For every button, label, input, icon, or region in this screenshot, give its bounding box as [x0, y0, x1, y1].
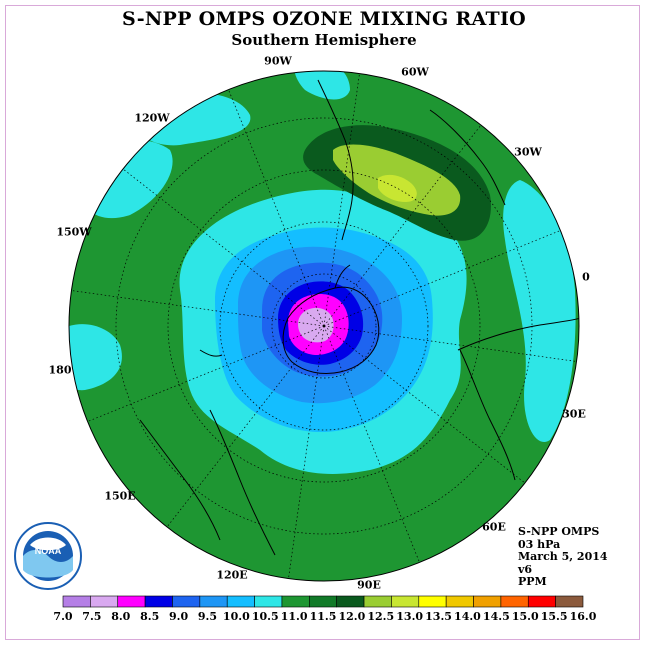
longitude-label: 60E [482, 520, 506, 534]
meridian-line [118, 165, 325, 327]
meridian-line [323, 120, 485, 327]
longitude-label: 30E [562, 407, 586, 421]
colorbar-swatch [445, 595, 474, 608]
info-instrument: S-NPP OMPS [518, 525, 600, 538]
contour-11-0-topright [294, 71, 350, 100]
colorbar-swatch [500, 595, 529, 608]
colorbar-swatch [172, 595, 201, 608]
colorbar-tick-label: 13.0 [396, 610, 424, 623]
colorbar-tick-label: 9.0 [168, 610, 189, 623]
meridian-line [163, 325, 325, 532]
colorbar-swatch [62, 595, 91, 608]
colorbar-swatch [117, 595, 146, 608]
longitude-label: 90E [357, 578, 381, 592]
colorbar-swatch [391, 595, 420, 608]
colorbar-swatch [473, 595, 502, 608]
meridian-line [323, 228, 566, 327]
contour-13-0 [378, 174, 417, 202]
colorbar-swatch [144, 595, 173, 608]
meridian-line [323, 325, 422, 568]
colorbar-tick-label: 7.5 [82, 610, 102, 623]
info-version: v6 [518, 562, 533, 576]
longitude-label: 60W [401, 65, 429, 79]
colorbar-tick-label: 14.5 [482, 610, 510, 623]
noaa-logo [14, 522, 82, 590]
info-units: PPM [518, 575, 547, 588]
globe-outline [68, 70, 580, 582]
map-title: S-NPP OMPS OZONE MIXING RATIO [121, 8, 527, 30]
info-panel: S-NPP OMPS 03 hPa March 5, 2014 v6 PPM [518, 525, 608, 589]
colorbar-swatch [281, 595, 310, 608]
info-level: 03 hPa [518, 537, 561, 551]
colorbar-swatch [527, 595, 556, 608]
info-date: March 5, 2014 [518, 550, 608, 563]
colorbar-tick-label: 9.5 [197, 610, 218, 623]
colorbar-tick-label: 7.0 [53, 610, 73, 623]
colorbar-tick-label: 15.5 [540, 610, 568, 623]
map-subtitle: Southern Hemisphere [231, 31, 417, 49]
colorbar-tick-label: 10.5 [251, 610, 279, 623]
longitude-label: 0 [582, 270, 590, 284]
colorbar-swatch [363, 595, 392, 608]
graticule [69, 71, 579, 581]
colorbar-tick-label: 16.0 [569, 610, 597, 623]
colorbar-tick-label: 8.5 [140, 610, 160, 623]
longitude-label: 150E [104, 489, 136, 503]
colorbar-tick-label: 12.0 [338, 610, 366, 623]
contour-11-0-east [503, 180, 576, 442]
meridian-line [287, 325, 325, 581]
colorbar [62, 595, 584, 608]
meridian-line [323, 325, 530, 487]
noaa-logo-text: NOAA [35, 546, 62, 556]
coastlines [139, 79, 579, 556]
meridian-line [82, 325, 325, 424]
longitude-label: 30W [514, 145, 542, 159]
colorbar-tick-label: 8.0 [111, 610, 131, 623]
colorbar-swatch [555, 595, 584, 608]
colorbar-tick-label: 14.0 [454, 610, 481, 623]
meridian-line [69, 289, 325, 327]
colorbar-swatch [199, 595, 228, 608]
longitude-label: 150W [56, 225, 92, 239]
colorbar-tick-label: 11.5 [309, 610, 337, 623]
colorbar-tick-label: 15.0 [511, 610, 539, 623]
meridian-line [226, 84, 325, 327]
meridian-line [323, 325, 579, 363]
colorbar-swatch [226, 595, 255, 608]
colorbar-swatch [418, 595, 447, 608]
colorbar-swatch [336, 595, 365, 608]
longitude-label: 90W [264, 54, 292, 68]
longitude-label: 120W [134, 111, 170, 125]
colorbar-tick-label: 13.5 [425, 610, 452, 623]
colorbar-swatch [254, 595, 283, 608]
colorbar-swatch [309, 595, 337, 608]
longitude-label: 120E [216, 568, 248, 582]
longitude-label: 180 [48, 363, 72, 377]
colorbar-tick-label: 12.5 [367, 610, 395, 623]
page-frame [5, 5, 640, 640]
meridian-line [323, 71, 361, 327]
colorbar-tick-label: 11.0 [280, 610, 308, 623]
colorbar-tick-label: 10.0 [222, 610, 250, 623]
colorbar-swatch [90, 595, 119, 608]
